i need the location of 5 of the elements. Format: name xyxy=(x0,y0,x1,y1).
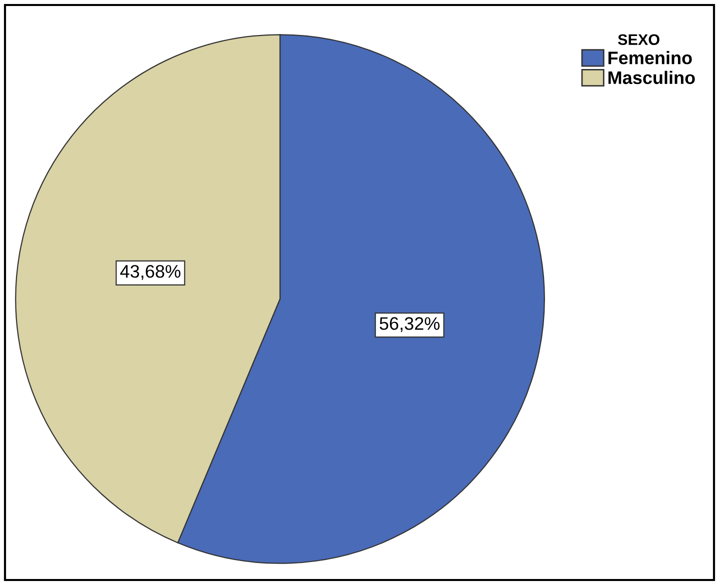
data-label: 43,68% xyxy=(120,264,180,280)
legend-title: SEXO xyxy=(618,34,660,46)
legend-label: Femenino xyxy=(608,51,692,64)
legend-label: Masculino xyxy=(608,70,695,84)
data-label: 56,32% xyxy=(380,317,440,332)
